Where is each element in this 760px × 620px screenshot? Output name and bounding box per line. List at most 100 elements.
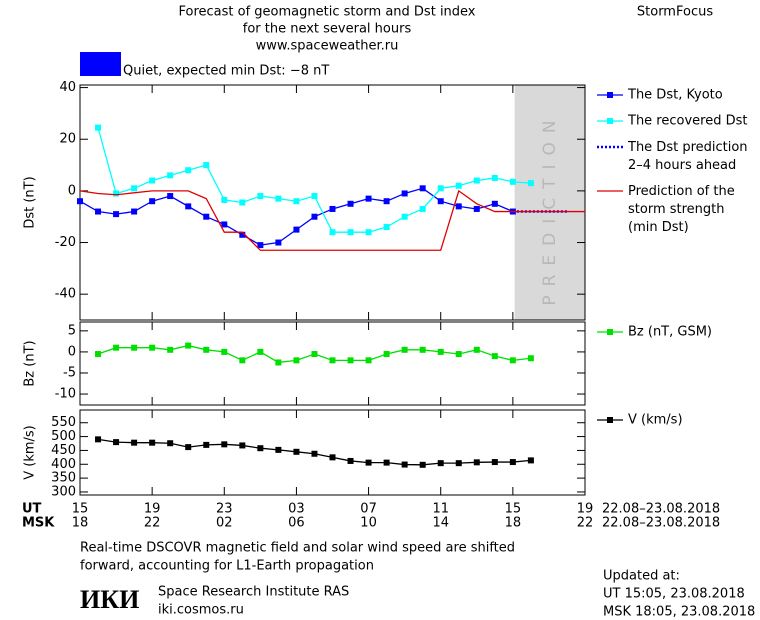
data-point <box>293 226 300 233</box>
data-point <box>527 457 534 464</box>
updated-line: MSK 18:05, 23.08.2018 <box>603 605 755 620</box>
institute: Space Research Institute RAS <box>158 585 349 600</box>
x-tick-label: 10 <box>360 516 377 531</box>
data-point <box>257 242 264 249</box>
y-tick-label: 350 <box>51 471 76 486</box>
data-point <box>275 446 282 453</box>
data-point <box>185 167 192 174</box>
data-point <box>149 198 156 205</box>
y-tick-label: -20 <box>55 235 76 250</box>
x-tick-label: 07 <box>360 502 377 517</box>
data-point <box>203 441 210 448</box>
data-point <box>131 185 138 192</box>
data-point <box>149 439 156 446</box>
data-point <box>419 346 426 353</box>
data-point <box>365 357 372 364</box>
data-point <box>167 440 174 447</box>
data-point <box>401 190 408 197</box>
y-tick-label: 20 <box>59 132 76 147</box>
x-axis-row-name: UT <box>22 502 42 517</box>
data-point <box>383 198 390 205</box>
data-point <box>221 221 228 228</box>
data-point <box>455 460 462 467</box>
data-point <box>401 213 408 220</box>
y-tick-label: 5 <box>68 323 76 338</box>
data-point <box>311 450 318 457</box>
data-point <box>455 182 462 189</box>
y-tick-label: 500 <box>51 429 76 444</box>
y-tick-label: 40 <box>59 80 76 95</box>
data-point <box>113 211 120 218</box>
title-line: www.spaceweather.ru <box>256 39 399 54</box>
date-range: 22.08–23.08.2018 <box>602 502 720 517</box>
data-point <box>131 208 138 215</box>
legend-marker <box>607 417 613 423</box>
legend-marker <box>607 329 613 335</box>
data-point <box>491 459 498 466</box>
data-point <box>293 448 300 455</box>
x-tick-label: 19 <box>144 502 161 517</box>
data-point <box>131 344 138 351</box>
y-axis-label: Bz (nT) <box>23 340 38 386</box>
status-swatch <box>80 52 121 76</box>
y-tick-label: 450 <box>51 443 76 458</box>
legend-marker <box>607 92 613 98</box>
data-point <box>509 178 516 185</box>
y-tick-label: -5 <box>63 365 76 380</box>
data-point <box>113 344 120 351</box>
data-point <box>203 346 210 353</box>
y-axis-label: V (km/s) <box>23 425 38 480</box>
data-point <box>455 203 462 210</box>
data-point <box>365 459 372 466</box>
data-point <box>203 162 210 169</box>
data-point <box>491 200 498 207</box>
data-point <box>239 357 246 364</box>
legend-label: V (km/s) <box>628 413 683 428</box>
data-point <box>149 177 156 184</box>
data-point <box>311 193 318 200</box>
x-tick-label: 14 <box>432 516 449 531</box>
x-tick-label: 18 <box>72 516 89 531</box>
y-axis-label: Dst (nT) <box>23 176 38 228</box>
data-point <box>95 208 102 215</box>
y-tick-label: -40 <box>55 287 76 302</box>
plot-frame <box>79 409 586 496</box>
data-point <box>383 351 390 358</box>
data-point <box>167 172 174 179</box>
brand: StormFocus <box>637 5 713 20</box>
data-point <box>275 195 282 202</box>
data-point <box>185 203 192 210</box>
data-point <box>257 193 264 200</box>
x-tick-label: 22 <box>144 516 161 531</box>
data-point <box>509 459 516 466</box>
data-point <box>185 342 192 349</box>
data-point <box>401 346 408 353</box>
data-point <box>383 224 390 231</box>
plot-frame <box>79 321 586 406</box>
data-point <box>509 357 516 364</box>
data-point <box>491 353 498 360</box>
data-point <box>239 231 246 238</box>
data-point <box>257 445 264 452</box>
data-point <box>419 185 426 192</box>
data-point <box>167 193 174 200</box>
data-point <box>473 346 480 353</box>
x-axis-row-name: MSK <box>22 516 55 531</box>
data-point <box>491 174 498 181</box>
data-point <box>383 459 390 466</box>
data-point <box>419 461 426 468</box>
note-line: Real-time DSCOVR magnetic field and sola… <box>80 541 515 556</box>
data-point <box>311 213 318 220</box>
note-line: forward, accounting for L1-Earth propaga… <box>80 559 374 574</box>
x-tick-label: 02 <box>216 516 233 531</box>
data-point <box>167 346 174 353</box>
legend-label: Bz (nT, GSM) <box>628 325 712 340</box>
data-point <box>131 439 138 446</box>
prediction-region <box>514 85 585 320</box>
y-tick-label: 0 <box>68 344 76 359</box>
data-point <box>437 185 444 192</box>
legend-label: The Dst, Kyoto <box>627 88 723 103</box>
updated-line: UT 15:05, 23.08.2018 <box>603 587 745 602</box>
data-point <box>95 436 102 443</box>
data-point <box>221 348 228 355</box>
